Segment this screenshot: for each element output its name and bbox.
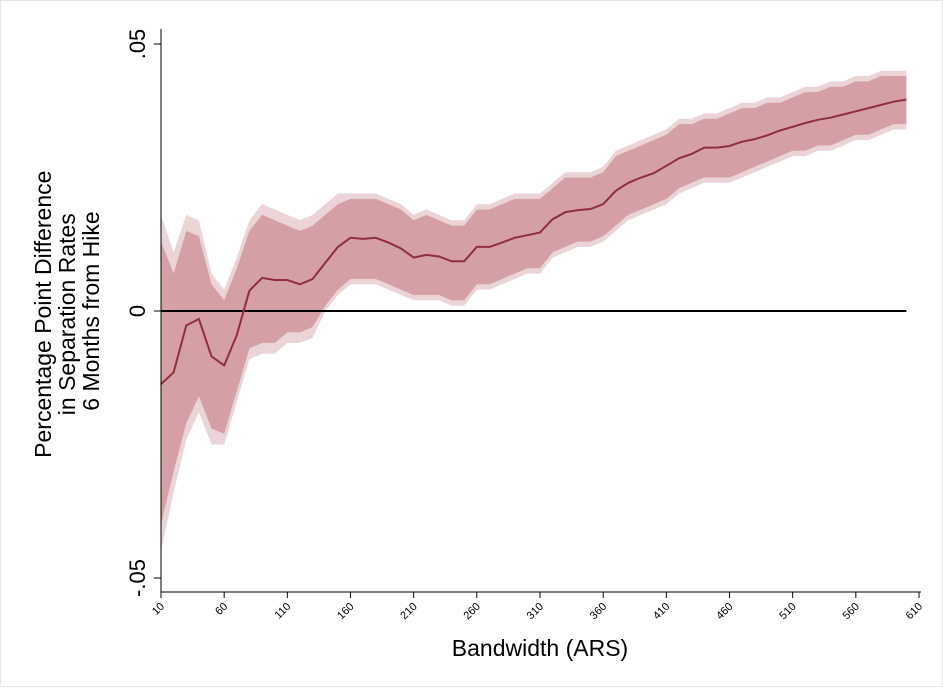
y-tick-label: 0 (125, 305, 150, 317)
x-tick-label: 510 (777, 601, 798, 622)
x-tick-label: 460 (714, 601, 735, 622)
y-axis-title-line-3: 6 Months from Hike (78, 211, 104, 410)
x-tick-label: 260 (461, 601, 482, 622)
y-tick-label: .05 (125, 29, 150, 60)
y-ticks: .05 0 -.05 (125, 29, 161, 597)
x-tick-label: 10 (150, 601, 167, 618)
y-axis-title-line-2: in Separation Rates (54, 213, 80, 415)
x-tick-label: 310 (525, 601, 546, 622)
y-tick-label: -.05 (125, 559, 150, 597)
x-tick-label: 560 (840, 601, 861, 622)
x-tick-label: 160 (335, 601, 356, 622)
x-tick-label: 60 (213, 601, 230, 618)
x-tick-label: 610 (904, 601, 925, 622)
x-tick-label: 210 (398, 601, 419, 622)
x-axis-title: Bandwidth (ARS) (452, 635, 628, 661)
y-axis-title: Percentage Point Difference in Separatio… (30, 164, 104, 458)
y-axis-title-line-1: Percentage Point Difference (30, 171, 56, 458)
x-tick-label: 360 (588, 601, 609, 622)
x-tick-label: 410 (651, 601, 672, 622)
x-ticks: 10 60 110 160 210 260 310 360 410 460 510 560 610 (150, 592, 925, 622)
estimate-line (160, 98, 907, 385)
ci-inner-band (161, 76, 907, 525)
x-tick-label: 110 (273, 601, 294, 622)
